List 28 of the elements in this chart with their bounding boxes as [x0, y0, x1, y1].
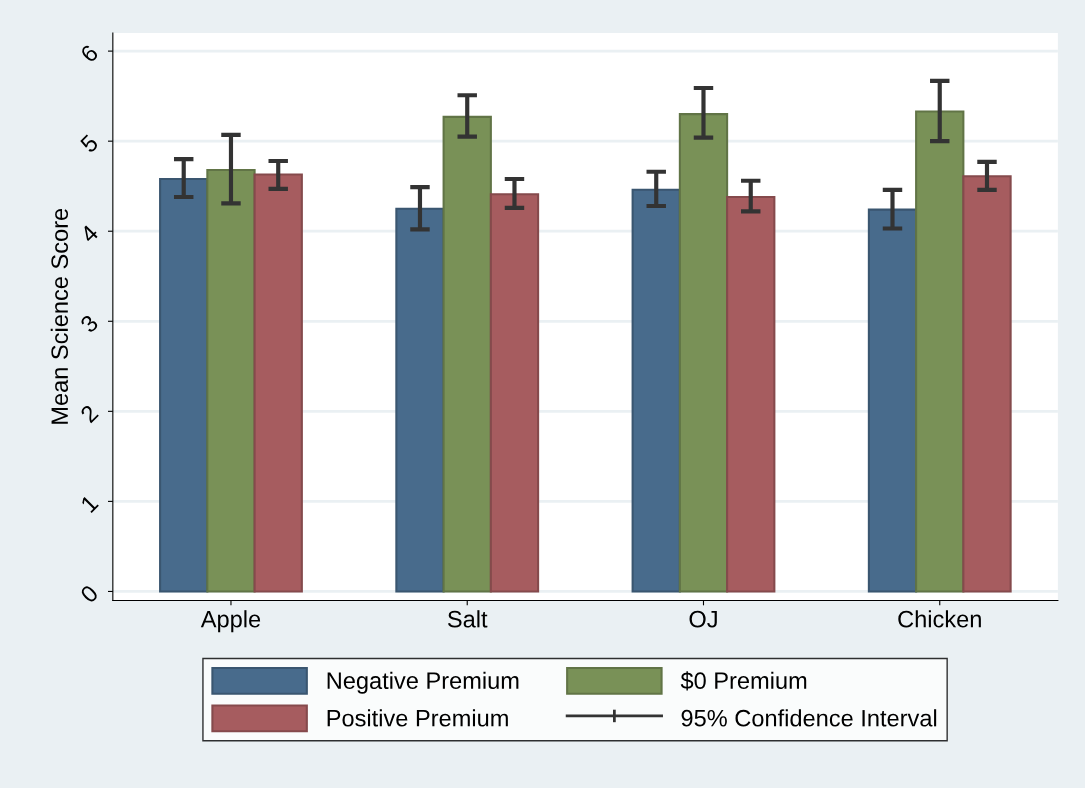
bar — [395, 207, 445, 593]
bar — [726, 195, 776, 593]
bar — [442, 115, 492, 593]
y-tick-label: 3 — [79, 313, 100, 334]
bar — [962, 175, 1012, 593]
y-tick-label: 1 — [80, 494, 99, 513]
x-tick-label: OJ — [689, 610, 717, 628]
x-tick-label: Apple — [200, 610, 261, 633]
y-axis-title: Mean Science Score — [50, 208, 69, 424]
bar — [915, 110, 965, 593]
bar — [253, 173, 303, 593]
legend-label: Negative Premium — [327, 671, 519, 694]
legend-label: Positive Premium — [327, 709, 508, 727]
y-tick-label: 4 — [79, 223, 100, 244]
y-tick-label: 0 — [79, 583, 100, 604]
y-tick-label: 6 — [79, 43, 100, 64]
x-tick-label: Chicken — [898, 610, 981, 628]
bar — [206, 168, 256, 593]
bar — [489, 193, 540, 593]
text: 95% Confidence Interval — [681, 709, 937, 727]
y-tick-label: 5 — [79, 133, 100, 154]
x-tick-label: Salt — [447, 610, 488, 628]
legend-label: $0 Premium — [680, 671, 807, 691]
y-tick-label: 2 — [79, 404, 99, 424]
bar — [867, 208, 918, 593]
bar — [631, 188, 681, 593]
bar — [159, 177, 209, 593]
bar — [678, 113, 729, 593]
